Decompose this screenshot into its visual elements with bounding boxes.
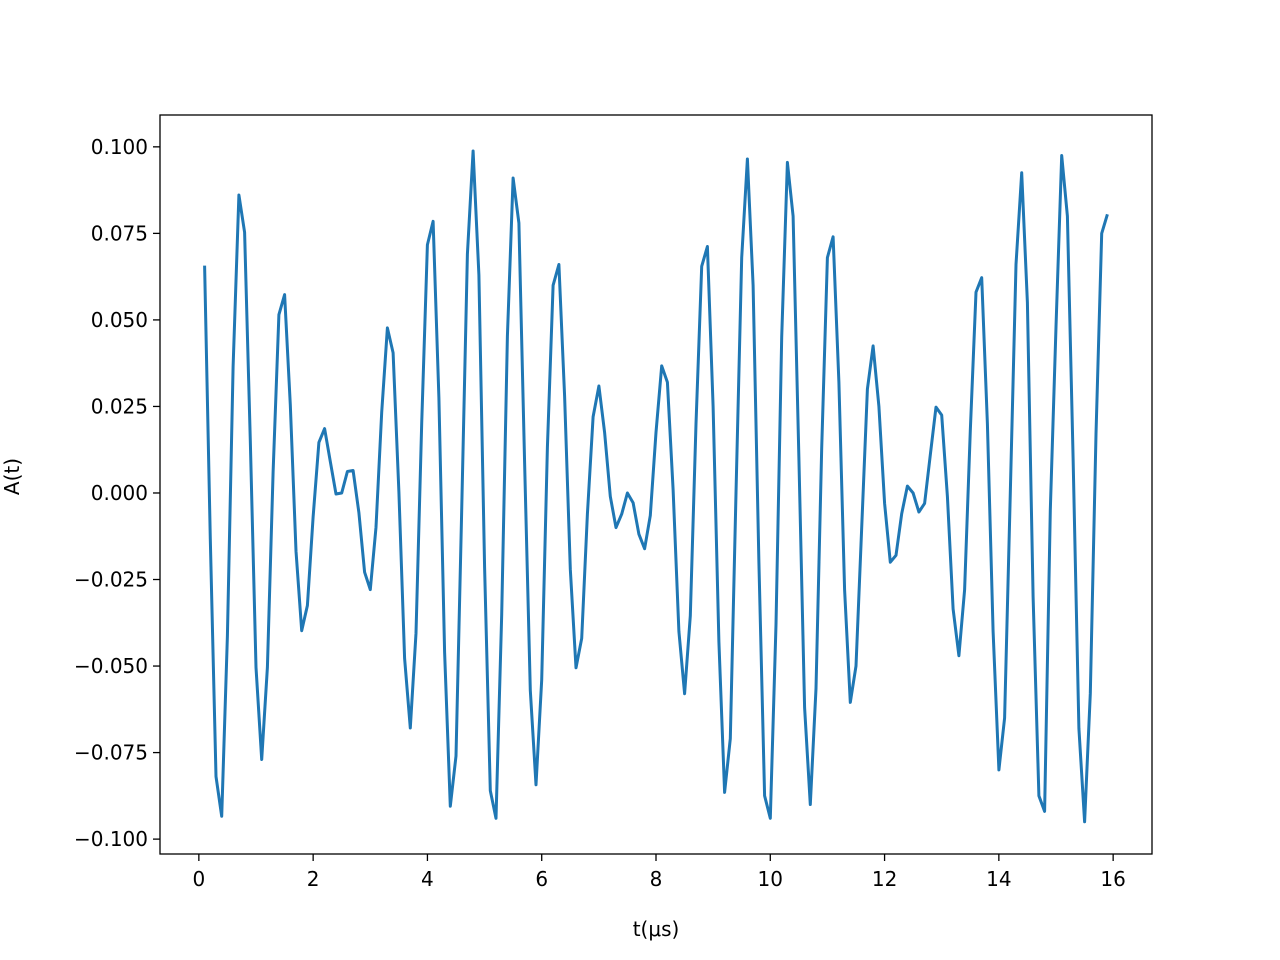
y-tick-label: −0.075 (74, 741, 148, 765)
x-tick-label: 2 (307, 867, 320, 891)
x-tick-label: 14 (986, 867, 1011, 891)
y-tick-label: 0.050 (91, 308, 148, 332)
y-tick-label: −0.050 (74, 654, 148, 678)
x-tick-label: 10 (758, 867, 783, 891)
y-tick-label: 0.075 (91, 221, 148, 245)
x-axis-label: t(μs) (633, 917, 680, 941)
x-tick-label: 4 (421, 867, 434, 891)
plot-frame (159, 114, 1153, 855)
x-tick-label: 0 (192, 867, 205, 891)
x-tick-label: 16 (1100, 867, 1125, 891)
y-tick-label: −0.100 (74, 827, 148, 851)
x-tick-label: 6 (535, 867, 548, 891)
series-layer (203, 149, 1109, 824)
y-tick-label: 0.100 (91, 135, 148, 159)
y-tick-label: 0.025 (91, 394, 148, 418)
series-line-0 (203, 149, 1109, 824)
x-tick-label: 12 (872, 867, 897, 891)
y-axis-label: A(t) (0, 458, 24, 495)
x-tick-label: 8 (650, 867, 663, 891)
x-axis: 0 2 4 6 8 10 12 14 16 (192, 854, 1126, 891)
y-tick-label: 0.000 (91, 481, 148, 505)
y-tick-label: −0.025 (74, 568, 148, 592)
y-axis: 0.100 0.075 0.050 0.025 0.000 −0.025 −0.050 −0.… (74, 135, 160, 851)
